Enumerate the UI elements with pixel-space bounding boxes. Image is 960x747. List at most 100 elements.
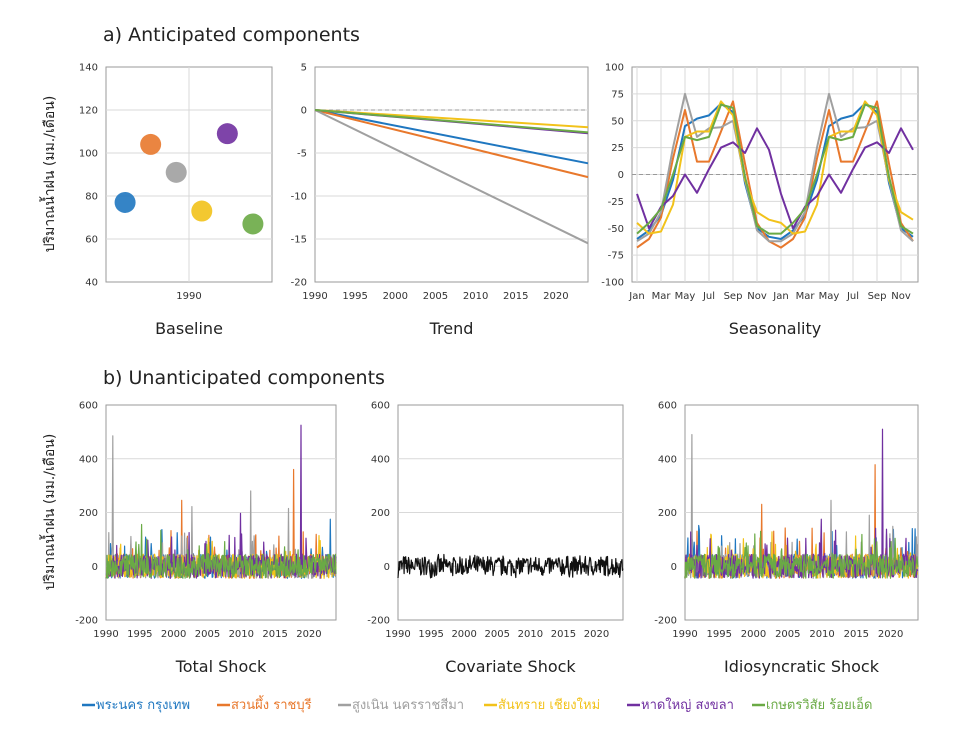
- seasonality-line: [636, 100, 914, 235]
- y-tick-label: 200: [658, 508, 677, 519]
- y-tick-label: 200: [79, 508, 98, 519]
- y-tick-label: 50: [611, 116, 624, 127]
- y-tick-label: 25: [611, 143, 624, 154]
- y-tick-label: 600: [79, 401, 98, 412]
- x-tick-label: 2005: [775, 629, 800, 640]
- baseline-point: [242, 213, 264, 235]
- x-tick-label: 2000: [451, 629, 476, 640]
- y-tick-label: 400: [79, 454, 98, 465]
- legend-label: สูงเนิน นครราชสีมา: [352, 697, 464, 713]
- x-tick-label: 2015: [262, 629, 287, 640]
- legend-label: เกษตรวิสัย ร้อยเอ็ด: [766, 695, 872, 713]
- x-tick-label: 2010: [809, 629, 834, 640]
- trend-line: [314, 109, 589, 179]
- seasonality-line: [636, 92, 914, 243]
- seasonality-line: [636, 103, 914, 235]
- panel-title: Total Shock: [175, 657, 267, 676]
- y-tick-label: 75: [611, 89, 624, 100]
- y-tick-label: -100: [601, 278, 624, 289]
- trend-line: [314, 109, 589, 134]
- x-tick-label: Sep: [868, 291, 887, 302]
- x-tick-label: 2015: [551, 629, 576, 640]
- baseline-point: [140, 133, 162, 155]
- x-tick-label: Jul: [846, 291, 859, 302]
- y-tick-label: 200: [371, 508, 390, 519]
- y-tick-label: -20: [291, 278, 307, 289]
- baseline-chart: 40 60 80 100 120 140 1990 Baseline: [79, 63, 273, 338]
- y-tick-label: 100: [605, 63, 624, 74]
- x-tick-label: 1990: [672, 629, 697, 640]
- y-tick-label: -10: [291, 192, 307, 203]
- trend-line: [314, 109, 589, 245]
- x-tick-label: 2020: [296, 629, 321, 640]
- x-tick-label: 2010: [518, 629, 543, 640]
- y-tick-label: 120: [79, 106, 98, 117]
- x-tick-label: 1995: [342, 291, 367, 302]
- x-tick-label: Jul: [702, 291, 715, 302]
- x-tick-label: 2005: [195, 629, 220, 640]
- x-tick-label: 1995: [418, 629, 443, 640]
- covariate-shock-line: [397, 553, 624, 579]
- x-tick-label: May: [819, 291, 840, 302]
- x-tick-label: Nov: [747, 291, 767, 302]
- shock-line: [684, 530, 919, 579]
- x-tick-label: 1990: [93, 629, 118, 640]
- panel-title: Covariate Shock: [445, 657, 576, 676]
- panel-title: Trend: [429, 319, 474, 338]
- y-tick-label: 140: [79, 63, 98, 74]
- seasonality-line: [636, 127, 914, 230]
- y-tick-label: 60: [85, 235, 98, 246]
- y-tick-label: -75: [608, 251, 624, 262]
- x-tick-label: Mar: [652, 291, 672, 302]
- x-tick-label: 2000: [161, 629, 186, 640]
- y-tick-label: -25: [608, 197, 624, 208]
- y-tick-label: 0: [384, 562, 390, 573]
- y-tick-label: 0: [92, 562, 98, 573]
- baseline-point: [165, 161, 187, 183]
- x-tick-label: 2005: [423, 291, 448, 302]
- y-tick-label: 0: [301, 106, 307, 117]
- y-tick-label: 40: [85, 278, 98, 289]
- covariate-shock-chart: -200 0 200 400 600 1990 1995 2000 2005 2010 2015 20…: [367, 401, 624, 676]
- legend-label: พระนคร กรุงเทพ: [96, 698, 190, 713]
- x-tick-label: 1990: [302, 291, 327, 302]
- seasonality-chart: -100 -75 -50 -25 0 25 50 75 100 Jan Mar May Jul Sep No…: [601, 63, 919, 338]
- trend-chart: -20 -15 -10 -5 0 5 1990 1995 2000 2005 2010 2015 202…: [291, 63, 589, 338]
- panel-title: Seasonality: [729, 319, 822, 338]
- x-tick-label: 1995: [127, 629, 152, 640]
- plot-area: [314, 66, 589, 283]
- panel-title: Idiosyncratic Shock: [724, 657, 880, 676]
- y-axis-label-top: ปริมาณน้ำฝน (มม./เดือน): [39, 96, 58, 253]
- x-tick-label: Jan: [772, 291, 788, 302]
- y-axis-label-bottom: ปริมาณน้ำฝน (มม./เดือน): [39, 434, 58, 591]
- x-tick-label: 2010: [229, 629, 254, 640]
- panel-title: Baseline: [155, 319, 223, 338]
- legend-label: สวนผึ้ง ราชบุรี: [231, 695, 312, 713]
- x-tick-label: 2015: [844, 629, 869, 640]
- x-tick-label: 2005: [485, 629, 510, 640]
- x-tick-label: 2010: [463, 291, 488, 302]
- y-tick-label: -50: [608, 224, 624, 235]
- x-tick-label: 1990: [385, 629, 410, 640]
- y-tick-label: 400: [371, 454, 390, 465]
- idiosyncratic-shock-chart: -200 0 200 400 600 1990 1995 2000 2005 2010 2015 20…: [654, 401, 919, 676]
- x-tick-label: Sep: [724, 291, 743, 302]
- legend-label: สันทราย เชียงใหม่: [498, 697, 600, 713]
- y-tick-label: 5: [301, 63, 307, 74]
- y-tick-label: -15: [291, 235, 307, 246]
- y-tick-label: 600: [371, 401, 390, 412]
- y-tick-label: 400: [658, 454, 677, 465]
- x-tick-label: 1990: [176, 291, 201, 302]
- x-tick-label: 2000: [741, 629, 766, 640]
- y-tick-label: -200: [654, 616, 677, 627]
- baseline-point: [114, 191, 136, 213]
- y-tick-label: -200: [75, 616, 98, 627]
- baseline-point: [216, 123, 238, 145]
- y-tick-label: -200: [367, 616, 390, 627]
- trend-line: [314, 109, 589, 165]
- section-a-title: a) Anticipated components: [103, 24, 360, 46]
- y-tick-label: 0: [618, 170, 624, 181]
- x-tick-label: 2015: [503, 291, 528, 302]
- total-shock-chart: -200 0 200 400 600 1990 1995 2000 2005 2010 2015 20…: [75, 401, 337, 676]
- y-tick-label: 80: [85, 192, 98, 203]
